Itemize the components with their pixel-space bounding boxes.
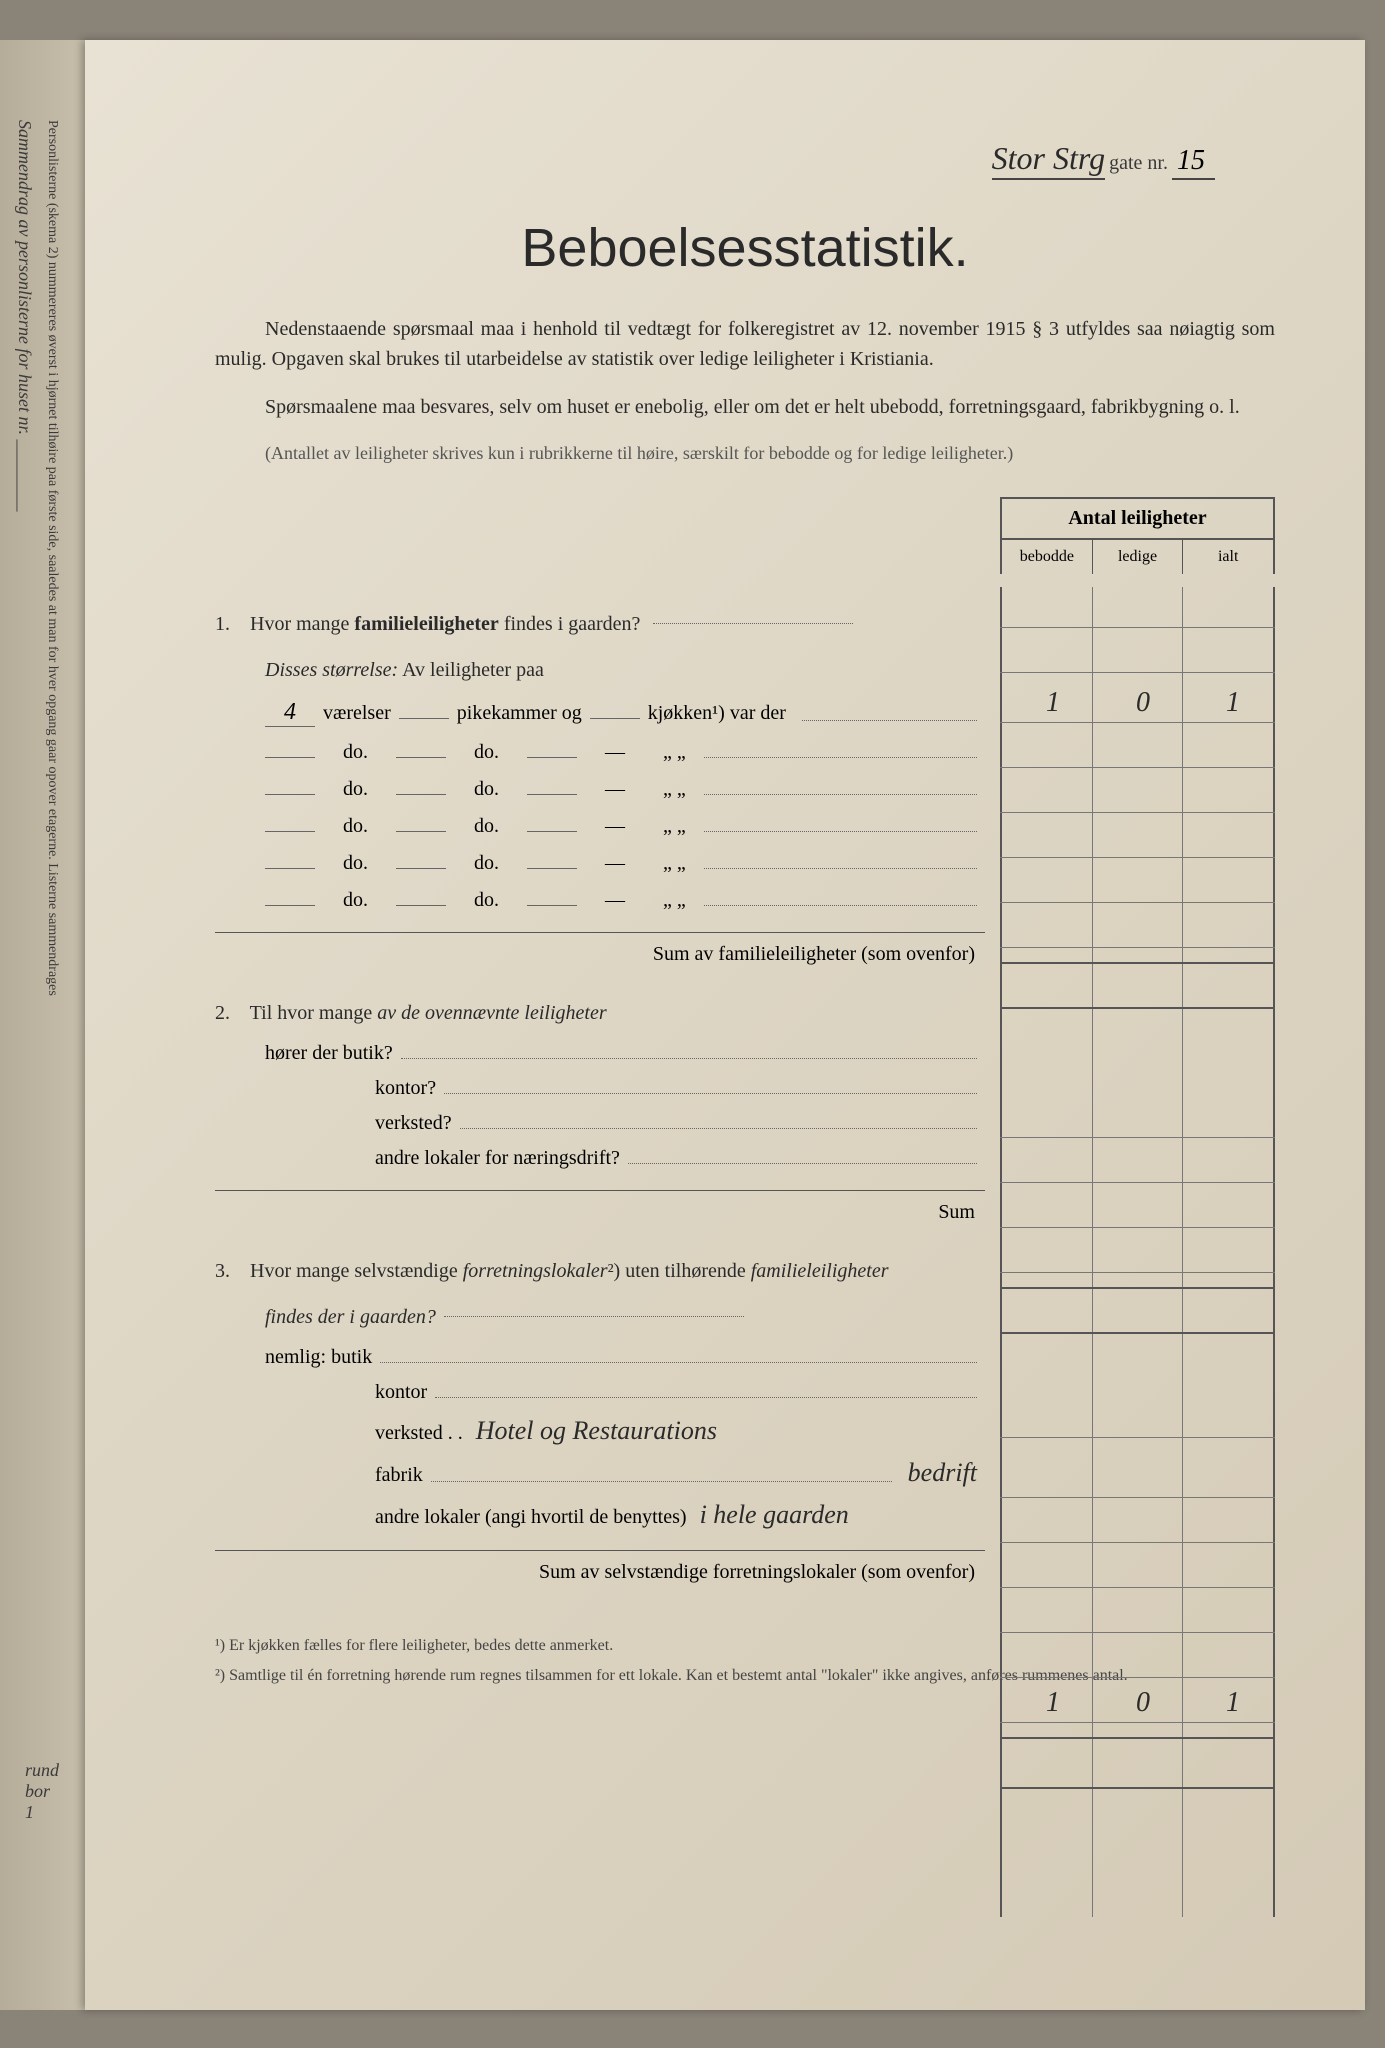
q3-ialt: 1 bbox=[1226, 1687, 1240, 1719]
street-name: Stor Strg bbox=[992, 140, 1106, 180]
q3-ledige: 0 bbox=[1136, 1687, 1150, 1719]
header-street-line: Stor Strg gate nr. 15 bbox=[215, 140, 1275, 177]
intro-1: Nedenstaaende spørsmaal maa i henhold ti… bbox=[215, 314, 1275, 374]
q3-bebodde: 1 bbox=[1046, 1687, 1060, 1719]
side-main-text: Sammendrag av personlisterne for huset n… bbox=[14, 120, 35, 1720]
q3-line2: findes der i gaarden? bbox=[215, 1300, 985, 1334]
main-table: Antal leiligheter bebodde ledige ialt bbox=[215, 497, 1275, 1584]
question-1: 1. Hvor mange familieleiligheter findes … bbox=[215, 607, 985, 641]
q3-item: fabrikbedrift bbox=[215, 1458, 985, 1488]
document-page: Stor Strg gate nr. 15 Beboelsesstatistik… bbox=[85, 40, 1365, 2010]
side-sub-text: Personlisterne (skema 2) nummereres øver… bbox=[44, 120, 60, 1720]
q2-item: andre lokaler for næringsdrift? bbox=[215, 1147, 985, 1170]
q3-sum: Sum av selvstændige forretningslokaler (… bbox=[215, 1550, 985, 1584]
room-row-do: do. do. — „ „ bbox=[215, 815, 985, 838]
gate-label: gate nr. bbox=[1109, 152, 1168, 174]
q1-disses: Disses størrelse: Av leiligheter paa bbox=[215, 653, 985, 687]
intro-3: (Antallet av leiligheter skrives kun i r… bbox=[215, 440, 1275, 467]
question-2: 2. Til hvor mange av de ovennævnte leili… bbox=[215, 996, 985, 1030]
q2-item: verksted? bbox=[215, 1112, 985, 1135]
q3-item: kontor bbox=[215, 1381, 985, 1404]
room-row-do: do. do. — „ „ bbox=[215, 852, 985, 875]
q2-sum: Sum bbox=[215, 1190, 985, 1224]
gate-number: 15 bbox=[1172, 145, 1215, 180]
margin-text: Sammendrag av personlisterne for huset n… bbox=[20, 120, 80, 1820]
room-row-do: do. do. — „ „ bbox=[215, 889, 985, 912]
q1-bebodde: 1 bbox=[1046, 687, 1060, 719]
th-title: Antal leiligheter bbox=[1002, 499, 1273, 540]
q3-item: andre lokaler (angi hvortil de benyttes)… bbox=[215, 1500, 985, 1530]
rund-bor-label: rund bor 1 bbox=[25, 1760, 80, 1823]
room-row-do: do. do. — „ „ bbox=[215, 778, 985, 801]
col-ledige: ledige bbox=[1093, 540, 1184, 574]
col-ialt: ialt bbox=[1183, 540, 1273, 574]
questions-area: 1. Hvor mange familieleiligheter findes … bbox=[215, 497, 985, 1584]
q2-item: kontor? bbox=[215, 1077, 985, 1100]
q1-sum: Sum av familieleiligheter (som ovenfor) bbox=[215, 932, 985, 966]
q3-nemlig: nemlig: butik bbox=[215, 1346, 985, 1369]
page-title: Beboelsesstatistik. bbox=[215, 217, 1275, 279]
room-row-1: 4 værelser pikekammer og kjøkken¹) var d… bbox=[215, 699, 985, 727]
col-bebodde: bebodde bbox=[1002, 540, 1093, 574]
intro-2: Spørsmaalene maa besvares, selv om huset… bbox=[215, 392, 1275, 422]
q3-item: verksted . . Hotel og Restaurations bbox=[215, 1416, 985, 1446]
q1-ledige: 0 bbox=[1136, 687, 1150, 719]
q2-horer: hører der butik? bbox=[215, 1042, 985, 1065]
table-header: Antal leiligheter bebodde ledige ialt bbox=[1000, 497, 1275, 574]
room-row-do: do. do. — „ „ bbox=[215, 741, 985, 764]
q1-ialt: 1 bbox=[1226, 687, 1240, 719]
question-3: 3. Hvor mange selvstændige forretningslo… bbox=[215, 1254, 985, 1288]
